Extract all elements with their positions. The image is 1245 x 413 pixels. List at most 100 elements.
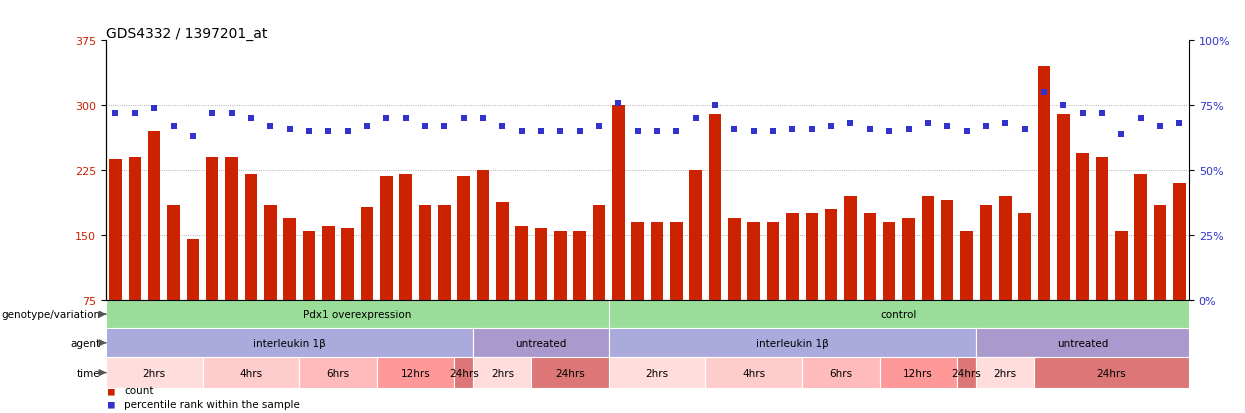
Bar [477,171,489,365]
Bar [690,171,702,365]
Text: interleukin 1β: interleukin 1β [253,338,326,348]
Text: 2hrs: 2hrs [143,368,166,377]
Text: 12hrs: 12hrs [904,368,933,377]
Bar [976,329,1189,357]
Bar [1057,115,1069,365]
Text: 24hrs: 24hrs [1097,368,1127,377]
Bar [205,158,218,365]
Bar [244,175,258,365]
Bar [609,300,1189,329]
Bar [400,175,412,365]
Bar [376,357,454,388]
Text: 2hrs: 2hrs [994,368,1017,377]
Bar [1035,357,1189,388]
Text: 6hrs: 6hrs [829,368,853,377]
Text: untreated: untreated [515,338,566,348]
Text: control: control [880,309,918,319]
Text: count: count [124,385,154,395]
Bar [903,218,915,365]
Bar [515,227,528,365]
Bar [593,205,605,365]
Text: 2hrs: 2hrs [645,368,669,377]
Bar [844,197,857,365]
Text: 12hrs: 12hrs [401,368,431,377]
Bar [473,329,609,357]
Text: genotype/variation: genotype/variation [1,309,101,319]
Bar [706,357,802,388]
Bar [609,329,976,357]
Text: ■: ■ [108,385,115,395]
Text: 24hrs: 24hrs [951,368,981,377]
Bar [148,132,161,365]
Bar [921,197,934,365]
Text: GDS4332 / 1397201_at: GDS4332 / 1397201_at [106,27,268,41]
Text: 4hrs: 4hrs [239,368,263,377]
Bar [1096,158,1108,365]
Bar [167,205,179,365]
Bar [454,357,473,388]
Bar [1037,67,1051,365]
Bar [631,223,644,365]
Bar [864,214,876,365]
Bar [361,208,373,365]
Bar [110,159,122,365]
Bar [535,228,548,365]
Text: 4hrs: 4hrs [742,368,766,377]
Bar [1134,175,1147,365]
Bar [187,240,199,365]
Bar [299,357,376,388]
Bar [998,197,1011,365]
Bar [418,205,431,365]
Bar [473,357,532,388]
Text: agent: agent [70,338,101,348]
Bar [708,115,721,365]
Bar [802,357,879,388]
Bar [1077,154,1089,365]
Bar [613,106,625,365]
Bar [496,203,509,365]
Bar [941,201,954,365]
Text: time: time [77,368,101,377]
Bar [380,177,392,365]
Bar [438,205,451,365]
Bar [806,214,818,365]
Bar [341,228,354,365]
Bar [203,357,299,388]
Bar [106,300,609,329]
Bar [609,357,706,388]
Bar [786,214,799,365]
Bar [879,357,957,388]
Text: percentile rank within the sample: percentile rank within the sample [124,399,300,409]
Bar [574,231,586,365]
Bar [264,205,276,365]
Bar [957,357,976,388]
Bar [322,227,335,365]
Bar [767,223,779,365]
Bar [1116,231,1128,365]
Text: 24hrs: 24hrs [448,368,478,377]
Bar [225,158,238,365]
Bar [976,357,1035,388]
Bar [1173,184,1185,365]
Text: Pdx1 overexpression: Pdx1 overexpression [303,309,411,319]
Bar [960,231,972,365]
Text: 2hrs: 2hrs [491,368,514,377]
Bar [883,223,895,365]
Bar [825,209,838,365]
Text: 6hrs: 6hrs [326,368,350,377]
Bar [747,223,759,365]
Bar [532,357,609,388]
Bar [554,231,566,365]
Bar [457,177,469,365]
Bar [106,357,203,388]
Bar [651,223,664,365]
Bar [728,218,741,365]
Text: untreated: untreated [1057,338,1108,348]
Bar [303,231,315,365]
Bar [1018,214,1031,365]
Bar [670,223,682,365]
Bar [980,205,992,365]
Bar [128,158,141,365]
Bar [284,218,296,365]
Text: ■: ■ [108,399,115,409]
